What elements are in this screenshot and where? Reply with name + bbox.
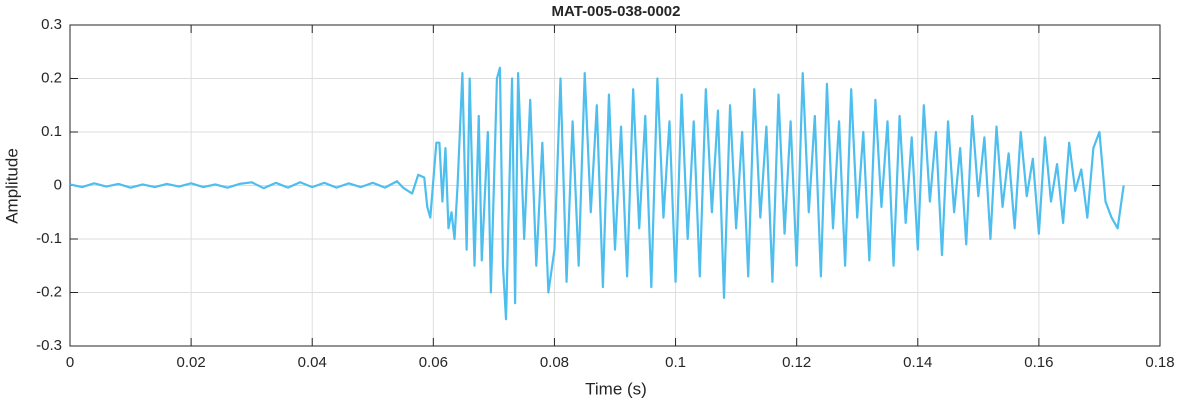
- y-tick-label: -0.1: [36, 230, 62, 247]
- y-tick-label: 0: [54, 176, 62, 193]
- waveform-line: [69, 66, 1125, 321]
- x-tick-label: 0.08: [540, 354, 569, 371]
- x-tick-label: 0.04: [298, 354, 327, 371]
- x-axis-label: Time (s): [585, 379, 647, 398]
- x-tick-label: 0.12: [782, 354, 811, 371]
- x-tick-label: 0: [66, 354, 74, 371]
- x-tick-label: 0.02: [177, 354, 206, 371]
- y-tick-label: -0.2: [36, 283, 62, 300]
- x-tick-label: 0.1: [665, 354, 686, 371]
- y-tick-label: 0.1: [41, 123, 62, 140]
- y-tick-label: 0.3: [41, 16, 62, 33]
- x-tick-label: 0.14: [903, 354, 932, 371]
- x-tick-label: 0.16: [1024, 354, 1053, 371]
- x-tick-label: 0.18: [1145, 354, 1174, 371]
- x-tick-label: 0.06: [419, 354, 448, 371]
- chart-title: MAT-005-038-0002: [552, 3, 681, 20]
- y-tick-label: 0.2: [41, 69, 62, 86]
- y-tick-label: -0.3: [36, 337, 62, 354]
- y-axis-label: Amplitude: [2, 148, 21, 224]
